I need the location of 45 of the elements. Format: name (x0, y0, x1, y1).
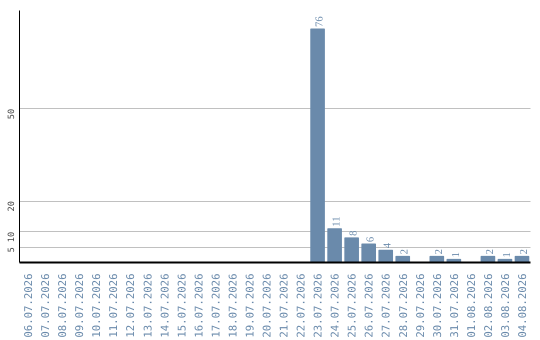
x-tick-label: 22.07.2026 (294, 274, 308, 338)
x-tick-label: 02.08.2026 (482, 274, 495, 338)
x-tick-label: 26.07.2026 (362, 274, 376, 338)
x-tick-label: 07.07.2026 (39, 274, 52, 338)
y-tick-label: 10 (7, 232, 17, 242)
x-tick-label: 25.07.2026 (346, 274, 359, 338)
x-tick-label: 18.07.2026 (226, 274, 240, 338)
x-tick-label: 21.07.2026 (278, 274, 291, 338)
x-tick-label: 17.07.2026 (209, 274, 222, 338)
x-tick-label: 27.07.2026 (380, 274, 393, 338)
x-tick-label: 24.07.2026 (328, 274, 342, 338)
x-tick-label: 30.07.2026 (430, 274, 444, 338)
data-label: 6 (366, 236, 377, 242)
data-label: 1 (450, 252, 462, 258)
x-tick-label: 14.07.2026 (158, 274, 172, 338)
x-tick-label: 16.07.2026 (192, 274, 206, 338)
data-label: 11 (332, 216, 343, 227)
x-tick-label: 19.07.2026 (243, 274, 256, 338)
x-tick-label: 15.07.2026 (175, 274, 188, 338)
x-tick-label: 29.07.2026 (414, 274, 427, 338)
y-tick-label: 5 (7, 247, 17, 252)
data-label: 4 (382, 242, 394, 248)
data-label: 2 (400, 249, 411, 254)
x-tick-label: 03.08.2026 (498, 274, 512, 338)
data-label: 1 (502, 252, 513, 258)
y-tick-label: 20 (7, 201, 17, 212)
data-label: 2 (518, 249, 530, 254)
data-label: 8 (348, 230, 360, 236)
x-tick-label: 12.07.2026 (124, 274, 138, 338)
x-tick-label: 01.08.2026 (464, 274, 478, 338)
x-tick-label: 23.07.2026 (312, 274, 325, 338)
x-tick-label: 08.07.2026 (56, 274, 70, 338)
data-label: 2 (434, 249, 445, 254)
x-tick-label: 06.07.2026 (22, 274, 36, 338)
x-tick-label: 11.07.2026 (107, 274, 120, 338)
y-tick-label: 50 (7, 108, 17, 120)
x-tick-label: 04.08.2026 (516, 274, 529, 338)
data-label: 76 (314, 16, 326, 27)
x-tick-label: 31.07.2026 (448, 274, 461, 338)
x-tick-label: 10.07.2026 (90, 274, 104, 338)
x-tick-label: 28.07.2026 (396, 274, 410, 338)
x-tick-label: 20.07.2026 (260, 274, 274, 338)
data-label: 2 (484, 249, 496, 254)
x-tick-label: 09.07.2026 (73, 274, 86, 338)
x-tick-label: 13.07.2026 (141, 274, 154, 338)
